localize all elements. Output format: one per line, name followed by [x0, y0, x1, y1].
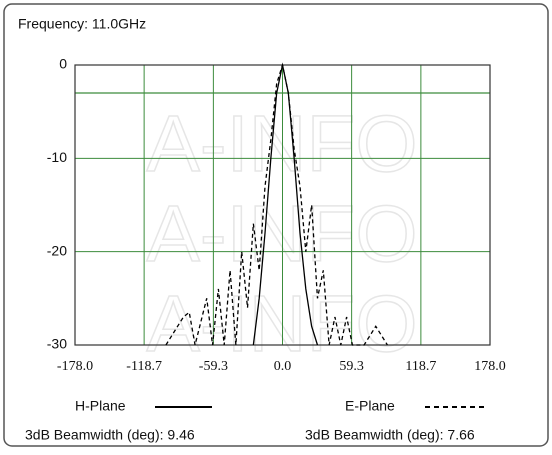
x-tick-label: -118.7 [126, 359, 162, 374]
x-tick-label: 118.7 [405, 359, 436, 374]
series-line [165, 62, 388, 346]
x-tick-label: -178.0 [57, 359, 93, 374]
annotation: 3dB Beamwidth (deg): 7.66 [305, 427, 475, 443]
legend-label: E-Plane [345, 398, 395, 414]
x-tick-label: 59.3 [339, 359, 364, 374]
x-tick-label: -59.3 [199, 359, 228, 374]
x-tick-label: 178.0 [474, 359, 506, 374]
annotation: 3dB Beamwidth (deg): 9.46 [25, 427, 195, 443]
legend-label: H-Plane [75, 398, 126, 414]
x-tick-label: 0.0 [274, 359, 292, 374]
y-tick-label: -20 [47, 242, 67, 258]
y-tick-label: -10 [47, 149, 67, 165]
y-tick-label: -30 [47, 336, 67, 352]
chart-title: Frequency: 11.0GHz [18, 16, 146, 32]
frame [3, 3, 549, 447]
y-tick-label: 0 [59, 56, 67, 72]
